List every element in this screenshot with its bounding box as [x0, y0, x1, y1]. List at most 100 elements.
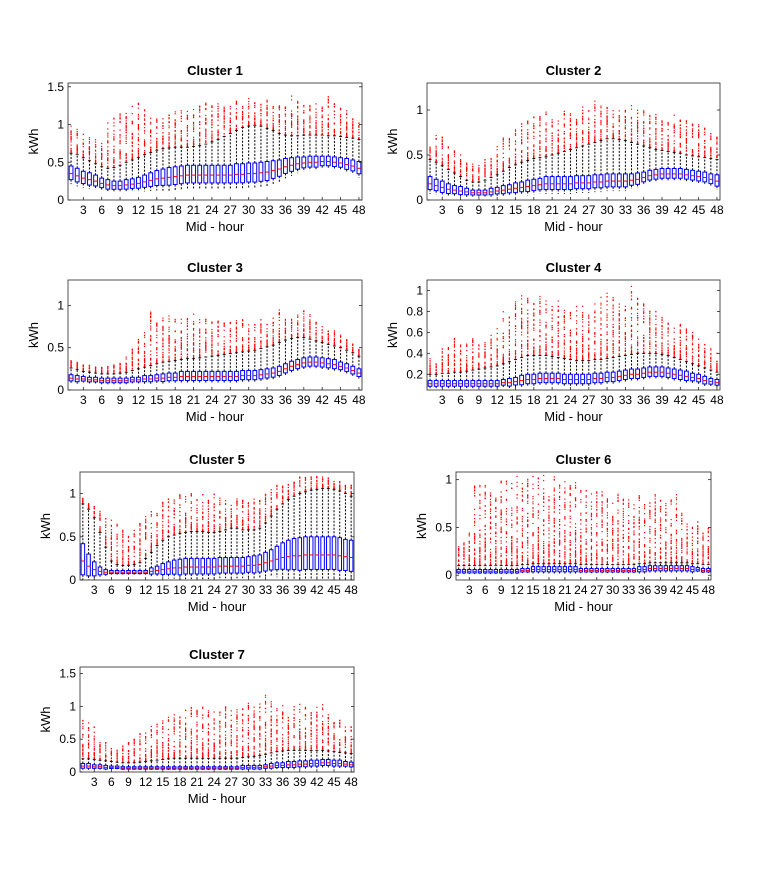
outlier-point	[131, 361, 133, 364]
outlier-point	[710, 150, 712, 153]
outlier-point	[691, 135, 694, 137]
outlier-point	[545, 151, 547, 153]
outlier-point	[241, 116, 244, 118]
outlier-point	[235, 348, 238, 350]
outlier-point	[545, 137, 547, 139]
outlier-point	[186, 124, 189, 127]
outlier-point	[223, 329, 225, 331]
outlier-point	[223, 124, 225, 127]
outlier-point	[229, 130, 231, 132]
outlier-point	[667, 123, 669, 125]
outlier-point	[309, 337, 311, 339]
outlier-point	[125, 369, 127, 371]
outlier-point	[113, 138, 115, 140]
outlier-point	[241, 107, 244, 109]
x-tick-label: 6	[98, 393, 105, 407]
outlier-point	[290, 324, 293, 327]
outlier-point	[260, 342, 262, 344]
outlier-point	[205, 141, 207, 143]
outlier-point	[514, 130, 517, 132]
outlier-point	[70, 362, 72, 364]
outlier-point	[618, 120, 620, 123]
outlier-point	[490, 363, 492, 365]
outlier-point	[533, 156, 535, 158]
outlier-point	[284, 115, 287, 117]
outlier-point	[309, 126, 311, 128]
outlier-point	[205, 344, 207, 346]
outlier-point	[211, 126, 213, 128]
outlier-point	[466, 166, 468, 168]
outlier-point	[508, 349, 511, 351]
outlier-point	[315, 103, 317, 105]
outlier-point	[156, 147, 158, 149]
outlier-point	[508, 321, 511, 323]
outlier-point	[266, 112, 268, 114]
outlier-point	[241, 119, 244, 121]
box-39	[301, 357, 307, 368]
outlier-point	[441, 365, 443, 367]
box-30	[246, 162, 252, 183]
outlier-point	[229, 346, 231, 348]
outlier-point	[174, 353, 176, 356]
outlier-point	[575, 139, 578, 141]
outlier-point	[691, 123, 694, 125]
outlier-point	[649, 127, 651, 129]
outlier-point	[545, 146, 547, 148]
outlier-point	[290, 122, 293, 124]
outlier-point	[205, 342, 207, 344]
outlier-point	[150, 329, 152, 331]
outlier-point	[502, 148, 504, 150]
outlier-point	[156, 360, 158, 362]
outlier-point	[545, 129, 547, 131]
outlier-point	[180, 351, 182, 353]
outlier-point	[297, 335, 299, 337]
outlier-point	[278, 324, 280, 326]
outliers-2	[435, 363, 437, 375]
outlier-point	[180, 145, 182, 147]
outlier-point	[199, 356, 201, 358]
outlier-point	[508, 359, 511, 361]
x-tick-label: 24	[205, 203, 219, 217]
outlier-point	[137, 147, 140, 150]
outlier-point	[594, 124, 596, 127]
outlier-point	[162, 122, 164, 124]
outlier-point	[199, 138, 201, 140]
outlier-point	[600, 112, 602, 114]
outlier-point	[248, 346, 250, 349]
outlier-point	[217, 344, 219, 346]
outlier-point	[278, 338, 280, 341]
outlier-point	[137, 342, 140, 344]
outlier-point	[447, 363, 449, 365]
outlier-point	[685, 142, 688, 144]
outlier-point	[211, 321, 213, 324]
outlier-point	[266, 333, 268, 335]
box-42	[319, 357, 325, 368]
outlier-point	[636, 126, 639, 129]
outlier-point	[466, 170, 468, 173]
outlier-point	[496, 172, 498, 174]
outliers-44	[691, 123, 694, 157]
outlier-point	[88, 367, 91, 369]
outlier-point	[575, 124, 578, 126]
outlier-point	[435, 372, 437, 374]
outliers-46	[704, 127, 706, 158]
plot-area	[427, 285, 720, 389]
outlier-point	[162, 135, 164, 137]
plot-area	[68, 95, 362, 193]
outlier-point	[600, 110, 602, 112]
outlier-point	[447, 156, 449, 158]
box-4	[445, 183, 451, 195]
outlier-point	[527, 136, 529, 138]
outlier-point	[199, 350, 201, 352]
outlier-point	[624, 131, 626, 134]
outlier-point	[643, 132, 645, 134]
outlier-point	[162, 140, 164, 142]
outlier-point	[539, 150, 541, 153]
outlier-point	[551, 147, 553, 149]
box-24	[209, 164, 215, 184]
outlier-point	[333, 330, 336, 332]
outlier-point	[466, 162, 468, 164]
outlier-point	[143, 109, 146, 111]
outlier-point	[284, 324, 287, 326]
x-tick-label: 9	[476, 203, 483, 217]
